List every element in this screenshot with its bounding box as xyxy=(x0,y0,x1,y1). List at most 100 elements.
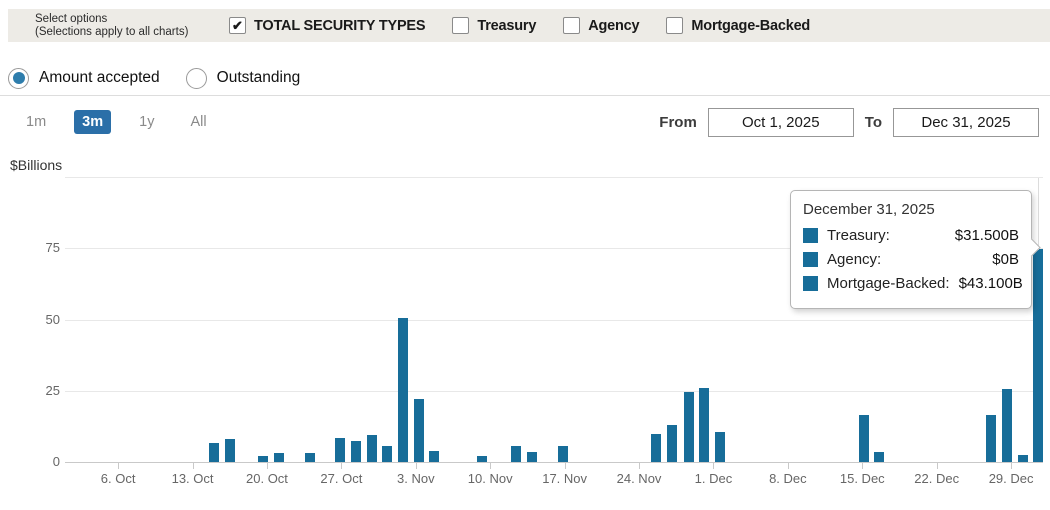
bar-dec-26[interactable] xyxy=(985,414,996,462)
bar-chart-plot-area: 0 25 50 75 6. Oct 13. Oct 20. Oct 27. Oct 3. Nov… xyxy=(46,177,1043,486)
gridline-50 xyxy=(65,319,1043,321)
bar-nov-13[interactable] xyxy=(526,452,537,462)
x-tick-mark xyxy=(118,463,120,469)
select-options-label: Select options (Selections apply to all … xyxy=(35,13,203,39)
x-tick-label-3-nov: 3. Nov xyxy=(397,471,435,486)
bar-nov-4[interactable] xyxy=(428,450,439,462)
radio-circle-icon[interactable] xyxy=(8,67,29,89)
tooltip-row-mortgage-backed: Mortgage-Backed: $43.100B xyxy=(803,275,1023,292)
select-options-line2: (Selections apply to all charts) xyxy=(35,25,189,38)
checkbox-total-security-types[interactable]: ✔ TOTAL SECURITY TYPES xyxy=(229,17,426,34)
x-tick-label-15-dec: 15. Dec xyxy=(839,471,885,486)
radio-label: Amount accepted xyxy=(39,69,160,86)
bar-dec-17[interactable] xyxy=(874,452,885,462)
x-tick-label-22-dec: 22. Dec xyxy=(914,471,960,486)
bar-oct-21[interactable] xyxy=(273,453,284,462)
range-row: 1m 3m 1y All From To xyxy=(0,108,1050,140)
bar-oct-27[interactable] xyxy=(335,437,346,462)
x-tick-mark xyxy=(266,463,268,469)
x-tick-mark xyxy=(490,463,492,469)
radio-dot xyxy=(12,72,25,84)
checkbox-box-icon[interactable]: ✔ xyxy=(229,17,246,34)
bar-dec-29[interactable] xyxy=(1001,389,1012,462)
bar-oct-20[interactable] xyxy=(257,456,268,462)
bar-nov-3[interactable] xyxy=(413,399,424,462)
radio-label: Outstanding xyxy=(216,69,301,86)
series-swatch-icon xyxy=(803,252,818,267)
gridline-75 xyxy=(65,248,1043,250)
y-tick-label-50: 50 xyxy=(45,311,60,327)
bar-nov-26[interactable] xyxy=(666,424,677,462)
gridline-25 xyxy=(65,390,1043,392)
tooltip-rows: Treasury: $31.500B Agency: $0B Mortgage-Back… xyxy=(803,227,1023,292)
bar-oct-28[interactable] xyxy=(351,440,362,462)
x-tick-label-20-oct: 20. Oct xyxy=(246,471,288,486)
from-label: From xyxy=(659,114,697,131)
tooltip-series-label: Agency: xyxy=(827,251,882,268)
checkbox-box-icon[interactable] xyxy=(666,17,684,34)
x-tick-mark xyxy=(341,463,343,469)
radio-amount-accepted[interactable]: Amount accepted xyxy=(8,67,160,89)
y-tick-label-0: 0 xyxy=(52,454,60,469)
bar-nov-28[interactable] xyxy=(684,392,694,462)
x-tick-label-8-dec: 8. Dec xyxy=(769,471,807,486)
radio-circle-icon[interactable] xyxy=(185,67,207,89)
chart-tooltip: December 31, 2025 Treasury: $31.500B Agenc… xyxy=(790,190,1041,309)
checkbox-box-icon[interactable] xyxy=(452,17,470,34)
tooltip-series-value: $0B xyxy=(992,251,1019,268)
tooltip-row-agency: Agency: $0B xyxy=(803,251,1019,268)
x-tick-label-29-dec: 29. Dec xyxy=(988,471,1034,486)
x-tick-label-24-nov: 24. Nov xyxy=(616,471,662,486)
to-date-input[interactable] xyxy=(893,108,1039,137)
range-button-all[interactable]: All xyxy=(190,114,207,130)
security-type-filters: ✔ TOTAL SECURITY TYPES Treasury Agency Mortg… xyxy=(229,17,810,34)
date-controls: From To xyxy=(659,108,1039,137)
bar-dec-1[interactable] xyxy=(698,387,709,462)
checkbox-agency[interactable]: Agency xyxy=(563,17,640,34)
range-buttons: 1m 3m 1y All xyxy=(18,110,215,134)
radio-outstanding[interactable]: Outstanding xyxy=(185,67,301,89)
checkbox-treasury[interactable]: Treasury xyxy=(452,17,536,34)
x-tick-mark xyxy=(192,463,194,469)
bar-nov-17[interactable] xyxy=(557,446,568,462)
from-date-input[interactable] xyxy=(707,108,854,137)
tooltip-title: December 31, 2025 xyxy=(803,201,935,218)
bar-nov-7[interactable] xyxy=(476,456,487,462)
bar-oct-16[interactable] xyxy=(224,439,235,462)
hover-crosshair-line xyxy=(1037,178,1039,251)
bar-dec-31[interactable] xyxy=(1032,249,1043,462)
bar-dec-30[interactable] xyxy=(1017,454,1028,462)
checkbox-box-icon[interactable] xyxy=(563,17,581,34)
gridline-100 xyxy=(65,177,1043,178)
x-tick-label-27-oct: 27. Oct xyxy=(320,471,363,486)
bar-oct-29[interactable] xyxy=(367,434,378,462)
x-tick-mark xyxy=(564,463,566,469)
range-button-3m[interactable]: 3m xyxy=(74,110,112,134)
x-tick-label-6-oct: 6. Oct xyxy=(100,471,136,486)
bar-oct-31[interactable] xyxy=(398,318,409,462)
bar-oct-30[interactable] xyxy=(382,446,393,462)
x-tick-mark xyxy=(936,463,938,469)
x-tick-mark xyxy=(862,463,864,469)
x-tick-label-1-dec: 1. Dec xyxy=(694,471,733,486)
y-axis-title: $Billions xyxy=(10,157,63,173)
bar-dec-16[interactable] xyxy=(859,414,870,462)
bar-oct-15[interactable] xyxy=(208,443,219,462)
range-button-1y[interactable]: 1y xyxy=(139,114,155,130)
range-button-1m[interactable]: 1m xyxy=(26,114,47,130)
select-options-line1: Select options xyxy=(35,12,108,25)
bar-oct-24[interactable] xyxy=(304,453,315,462)
tooltip-series-label: Treasury: xyxy=(827,227,890,244)
to-label: To xyxy=(864,114,882,131)
view-toggle: Amount accepted Outstanding xyxy=(8,62,300,94)
checkbox-mortgage-backed[interactable]: Mortgage-Backed xyxy=(666,17,810,34)
bar-nov-25[interactable] xyxy=(651,433,662,462)
x-tick-mark xyxy=(1011,463,1013,469)
tooltip-row-treasury: Treasury: $31.500B xyxy=(803,227,1019,244)
bar-nov-12[interactable] xyxy=(510,446,521,462)
x-tick-mark xyxy=(787,463,789,469)
section-divider xyxy=(0,95,1050,96)
checkbox-label: Mortgage-Backed xyxy=(691,17,811,34)
x-tick-label-10-nov: 10. Nov xyxy=(467,471,513,486)
bar-dec-2[interactable] xyxy=(714,432,725,462)
